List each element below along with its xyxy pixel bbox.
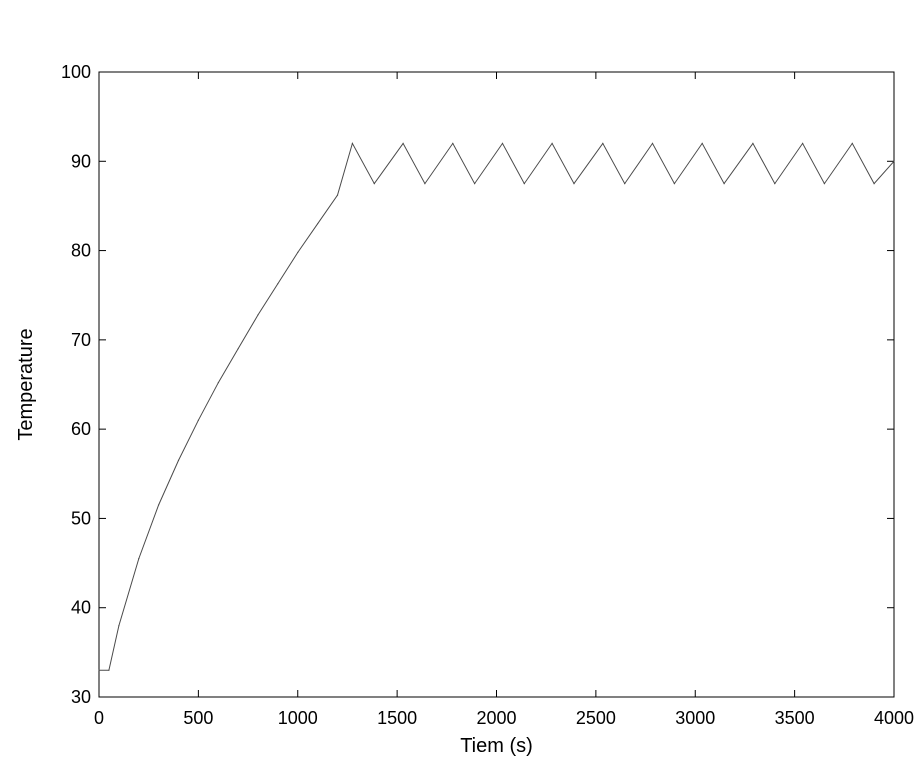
data-point: [424, 183, 426, 185]
data-point: [551, 142, 553, 144]
data-point: [402, 142, 404, 144]
data-point: [851, 142, 853, 144]
data-point: [108, 669, 110, 671]
x-tick-labels: 0 500 1000 1500 2000 2500 3000 3500 4000: [94, 708, 914, 728]
x-tick-label: 4000: [874, 708, 914, 728]
data-point: [118, 625, 120, 627]
x-tick-label: 500: [183, 708, 213, 728]
data-point: [774, 183, 776, 185]
data-point: [501, 142, 504, 144]
y-tick-label: 100: [61, 62, 91, 82]
data-point: [98, 669, 100, 671]
data-point: [723, 183, 725, 185]
x-tick-label: 3000: [675, 708, 715, 728]
y-axis-label: Temperature: [15, 328, 37, 440]
y-tick-label: 60: [71, 419, 91, 439]
data-point: [138, 558, 140, 560]
data-point: [523, 183, 525, 185]
data-point: [752, 142, 754, 144]
y-tick-labels: 30 40 50 60 70 80 90 100: [61, 62, 91, 707]
data-point: [257, 314, 259, 316]
data-point: [651, 142, 654, 144]
x-tick-label: 2000: [476, 708, 516, 728]
x-tick-label: 0: [94, 708, 104, 728]
data-point: [177, 459, 180, 461]
y-tick-label: 90: [71, 151, 91, 171]
x-tick-label: 1500: [377, 708, 417, 728]
data-point: [893, 160, 895, 162]
data-point: [873, 183, 875, 185]
y-tick-label: 80: [71, 241, 91, 261]
data-point: [217, 382, 219, 384]
data-point: [701, 142, 703, 144]
data-point: [317, 223, 319, 225]
data-point: [474, 183, 476, 185]
data-point: [673, 183, 676, 185]
axis-ticks: [98, 71, 895, 698]
plot-area: [98, 71, 895, 698]
data-point: [277, 283, 279, 285]
data-point: [573, 183, 575, 185]
y-tick-label: 50: [71, 508, 91, 528]
data-point: [158, 504, 160, 506]
x-axis-label: Tiem (s): [460, 735, 533, 757]
data-point: [602, 142, 604, 144]
data-point: [802, 142, 804, 144]
data-point: [297, 251, 299, 253]
y-tick-label: 70: [71, 330, 91, 350]
data-point: [237, 348, 239, 350]
data-point: [823, 183, 826, 185]
data-point: [624, 183, 626, 185]
data-point: [351, 142, 353, 144]
y-tick-label: 30: [71, 687, 91, 707]
data-point: [336, 194, 339, 196]
y-tick-label: 40: [71, 598, 91, 618]
x-tick-label: 1000: [278, 708, 318, 728]
data-point: [373, 183, 375, 185]
series-group: [98, 142, 895, 671]
x-tick-label: 2500: [576, 708, 616, 728]
x-tick-label: 3500: [775, 708, 815, 728]
data-point: [452, 142, 454, 144]
data-point: [197, 419, 199, 421]
